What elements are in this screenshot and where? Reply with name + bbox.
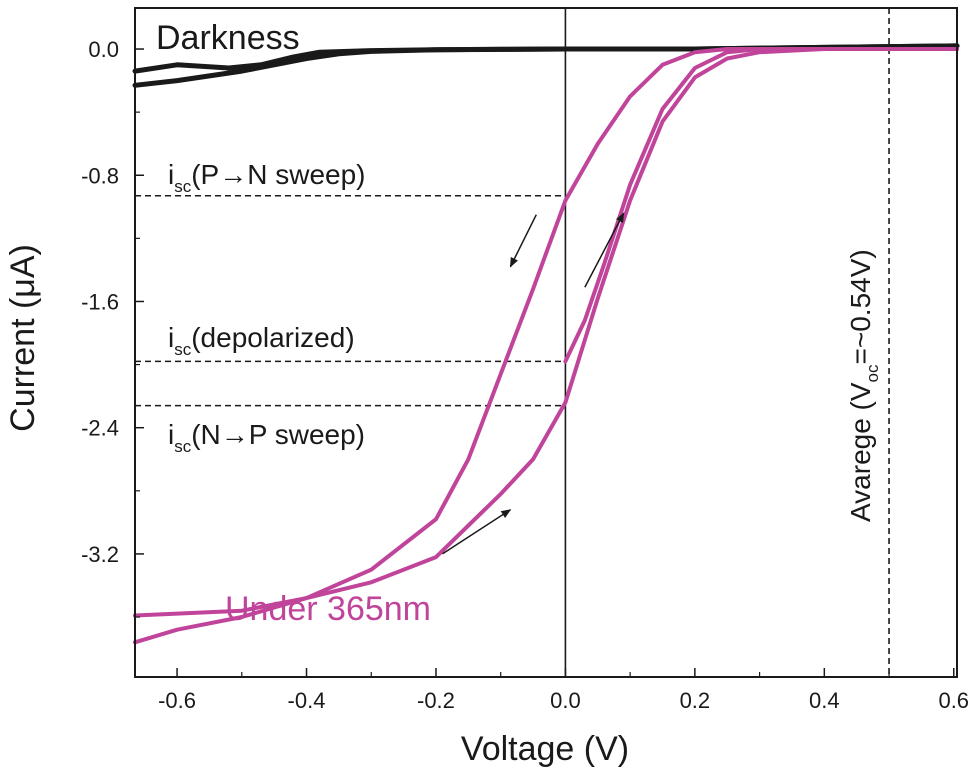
- x-tick-label: 0.2: [680, 688, 711, 713]
- x-tick-label: -0.4: [288, 688, 326, 713]
- series-label-darkness: Darkness: [156, 19, 300, 57]
- plot-frame: [134, 7, 958, 678]
- x-tick-label: -0.6: [158, 688, 196, 713]
- series-line-uv-4: [563, 47, 959, 364]
- series-label-uv: Under 365nm: [225, 590, 431, 628]
- annotation-isc-np-sweep: isc(N→P sweep): [168, 419, 365, 456]
- curves: [132, 43, 960, 645]
- sweep-arrow-0: [509, 214, 537, 268]
- annotation-isc-pn-sweep: isc(P→N sweep): [168, 159, 366, 196]
- x-tick-label: 0.4: [809, 688, 840, 713]
- x-axis-title: Voltage (V): [461, 730, 629, 768]
- x-tick-label: 0.6: [938, 688, 969, 713]
- reference-lines: [135, 8, 890, 677]
- x-tick-label: -0.2: [417, 688, 455, 713]
- annotation-isc-depolarized: isc(depolarized): [168, 322, 355, 359]
- y-tick-label: -1.6: [81, 289, 119, 314]
- y-tick-label: -0.8: [81, 163, 119, 188]
- sweep-arrow-2: [442, 509, 512, 555]
- series-line-uv-3: [133, 47, 959, 618]
- y-tick-label: 0.0: [88, 37, 119, 62]
- y-tick-label: -2.4: [81, 416, 119, 441]
- axis-ticks: -0.6 -0.4 -0.2 0.0 0.2 0.4 0.6 0.0 -0.8 -1.6 -2.4 -…: [81, 37, 969, 713]
- annotation-average-voc: Avarege (Voc=~0.54V): [845, 249, 882, 522]
- x-tick-label: 0.0: [550, 688, 581, 713]
- sweep-arrow-1: [584, 212, 625, 288]
- y-axis-title: Current (μA): [4, 244, 42, 432]
- y-tick-label: -3.2: [81, 542, 119, 567]
- sweep-arrows: [442, 212, 625, 555]
